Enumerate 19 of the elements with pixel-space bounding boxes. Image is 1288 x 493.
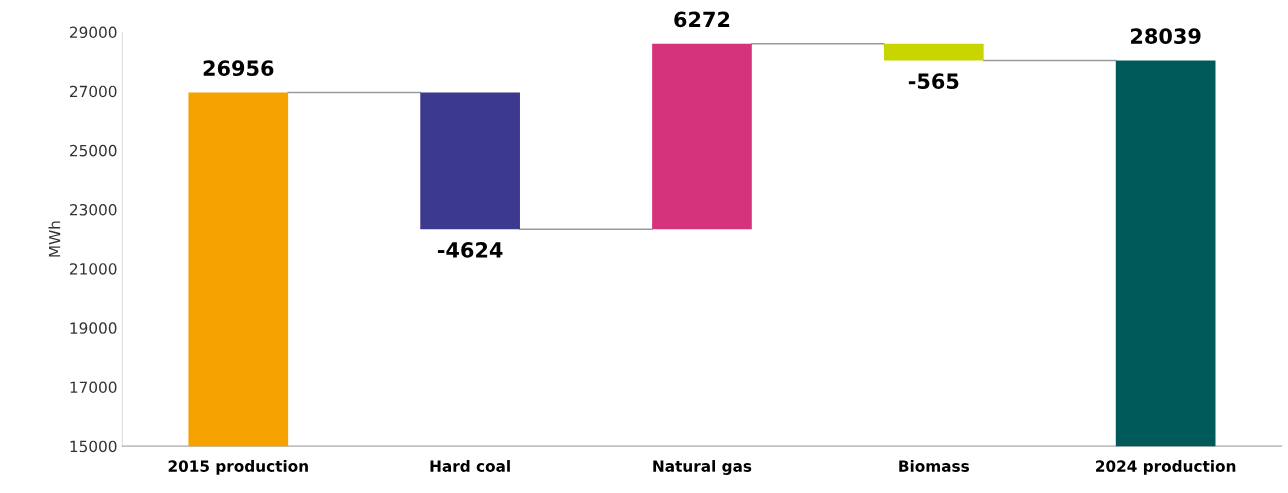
y-tick-label: 19000 <box>70 322 117 334</box>
y-tick-label: 17000 <box>70 381 117 394</box>
x-tick-label: Hard coal <box>430 460 510 472</box>
x-tick-label: Natural gas <box>653 460 752 475</box>
data-label: -4624 <box>437 242 503 258</box>
y-tick-label: 25000 <box>70 144 117 157</box>
y-tick-label: 27000 <box>70 85 117 98</box>
x-tick-label: 2024 production <box>1096 460 1236 475</box>
y-tick-label: 29000 <box>70 26 117 39</box>
data-label: -565 <box>908 73 959 90</box>
y-tick-label: 21000 <box>70 263 117 275</box>
data-label: 28039 <box>1131 28 1201 45</box>
x-tick-label: 2015 production <box>168 460 308 475</box>
y-tick-label: 15000 <box>70 440 117 453</box>
data-label: 26956 <box>203 60 274 77</box>
y-tick-label: 23000 <box>70 203 117 216</box>
x-tick-label: Biomass <box>899 460 969 472</box>
data-label: 6272 <box>674 11 730 28</box>
y-axis-title: MWh <box>48 221 61 257</box>
